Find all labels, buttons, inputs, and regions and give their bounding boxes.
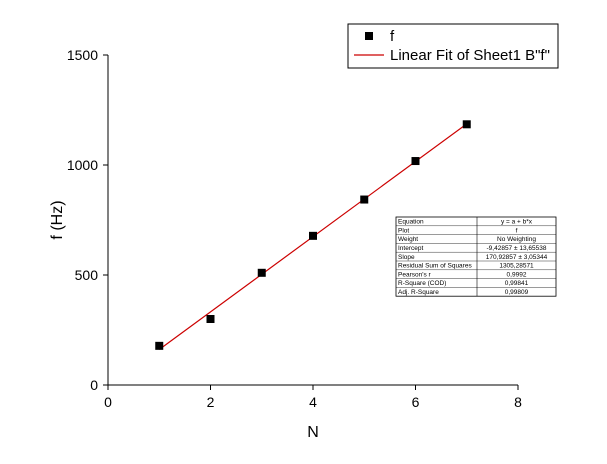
fit-table-key: Slope bbox=[398, 254, 415, 261]
legend-marker bbox=[365, 32, 373, 40]
data-point bbox=[257, 268, 266, 277]
fit-table-key: Adj. R-Square bbox=[398, 289, 439, 296]
data-point bbox=[360, 195, 369, 204]
fit-table-key: Equation bbox=[398, 219, 424, 226]
fit-table-key: Plot bbox=[398, 227, 409, 234]
fit-table-value: -9,42857 ± 13,65538 bbox=[487, 245, 547, 252]
fit-table-key: Pearson's r bbox=[398, 271, 432, 278]
data-point bbox=[155, 341, 164, 350]
fit-table-value: 170,92857 ± 3,05344 bbox=[486, 254, 548, 261]
y-tick-label: 500 bbox=[75, 267, 99, 283]
fit-table-value: 0,99809 bbox=[505, 289, 529, 296]
fit-table-key: R-Square (COD) bbox=[398, 280, 446, 287]
y-axis-title: f (Hz) bbox=[49, 200, 66, 239]
ticks: 0 2 4 6 8 0 500 1000 1500 bbox=[67, 47, 522, 410]
data-point bbox=[206, 315, 215, 323]
fit-table-value: 0,99841 bbox=[505, 280, 529, 287]
fit-table-frame bbox=[395, 216, 557, 297]
data-point bbox=[411, 157, 420, 166]
x-axis-title: N bbox=[307, 424, 319, 441]
fit-table-key: Residual Sum of Squares bbox=[398, 263, 472, 270]
data-point bbox=[309, 231, 317, 240]
x-tick-label: 8 bbox=[514, 394, 522, 410]
fit-table-key: Intercept bbox=[398, 245, 423, 252]
fit-table-value: No Weighting bbox=[497, 236, 536, 243]
legend-frame bbox=[347, 23, 559, 69]
x-tick-label: 0 bbox=[104, 394, 112, 410]
legend: f Linear Fit of Sheet1 B"f" bbox=[347, 23, 559, 69]
data-point bbox=[462, 120, 471, 129]
y-tick-label: 1000 bbox=[67, 157, 98, 173]
fit-table-key: Weight bbox=[398, 236, 418, 243]
fit-table-value: 0,9992 bbox=[507, 271, 527, 278]
fit-table-value: f bbox=[516, 227, 518, 234]
legend-label: f bbox=[390, 28, 395, 45]
fit-results-table: Equation y = a + b*x Plot f Weight No Weighti… bbox=[395, 216, 557, 297]
data-points bbox=[155, 120, 471, 350]
legend-label: Linear Fit of Sheet1 B"f" bbox=[390, 47, 550, 64]
fit-table-value: y = a + b*x bbox=[501, 219, 533, 226]
y-tick-label: 1500 bbox=[67, 47, 98, 63]
x-tick-label: 2 bbox=[207, 394, 215, 410]
x-tick-label: 4 bbox=[309, 394, 317, 410]
x-tick-label: 6 bbox=[412, 394, 420, 410]
fit-table-value: 1305,28571 bbox=[499, 263, 534, 270]
y-tick-label: 0 bbox=[90, 377, 98, 393]
